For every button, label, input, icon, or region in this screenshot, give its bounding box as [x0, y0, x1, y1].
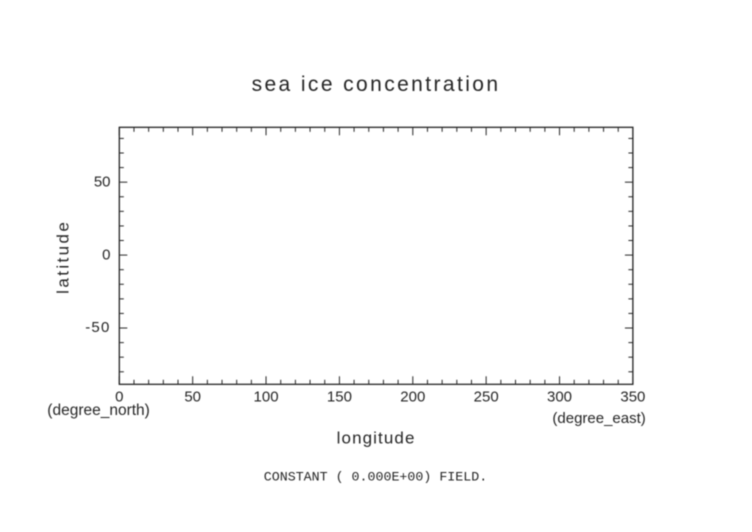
svg-text:-50: -50	[85, 319, 110, 336]
svg-text:(degree_east): (degree_east)	[552, 410, 645, 427]
svg-text:50: 50	[94, 173, 111, 190]
svg-text:latitude: latitude	[54, 220, 73, 294]
svg-text:CONSTANT ( 0.000E+00) FIELD.: CONSTANT ( 0.000E+00) FIELD.	[264, 469, 487, 484]
svg-text:250: 250	[474, 389, 499, 406]
svg-text:longitude: longitude	[337, 428, 416, 447]
svg-text:sea ice concentration: sea ice concentration	[252, 73, 501, 96]
svg-text:350: 350	[620, 389, 645, 406]
svg-text:(degree_north): (degree_north)	[47, 402, 150, 419]
svg-text:150: 150	[327, 389, 352, 406]
svg-text:200: 200	[400, 389, 425, 406]
svg-text:0: 0	[102, 246, 110, 263]
svg-text:50: 50	[184, 389, 201, 406]
svg-text:300: 300	[547, 389, 572, 406]
svg-text:100: 100	[254, 389, 279, 406]
